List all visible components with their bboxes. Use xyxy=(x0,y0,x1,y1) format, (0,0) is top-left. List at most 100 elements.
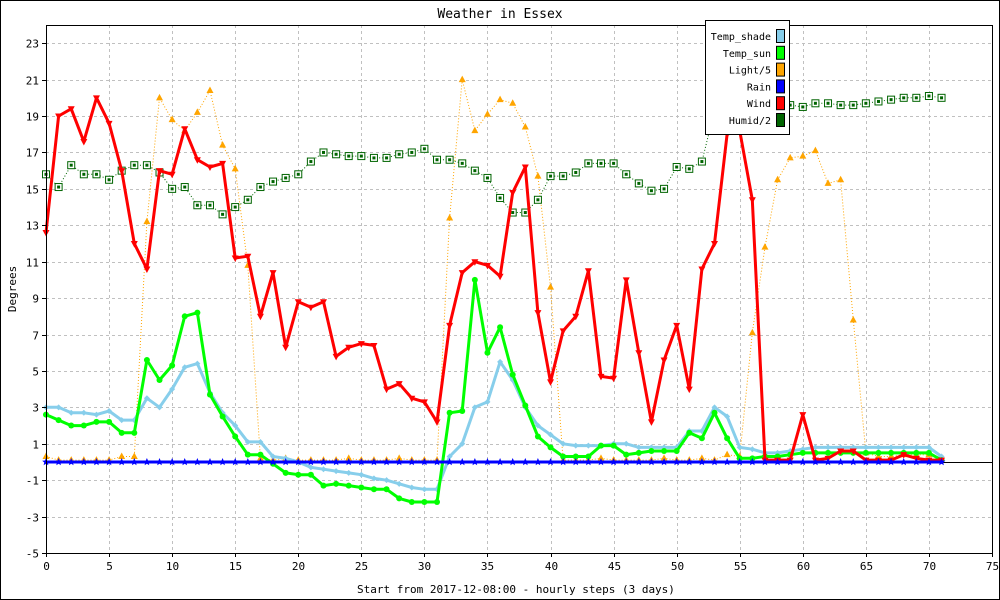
x-tick-label: 65 xyxy=(860,560,873,573)
series-humid-2-point xyxy=(193,201,202,210)
series-humid-2-point xyxy=(433,155,442,164)
series-humid-2-point xyxy=(445,155,454,164)
series-light-5-point xyxy=(824,179,832,186)
series-rain-point xyxy=(521,458,530,466)
series-light-5-point xyxy=(799,152,807,159)
y-tick-label: 15 xyxy=(26,184,39,197)
series-rain-point xyxy=(483,458,492,466)
series-temp-shade-point xyxy=(358,471,365,478)
series-wind-point xyxy=(610,375,618,383)
series-temp-sun-point xyxy=(370,486,377,493)
series-temp-sun-point xyxy=(257,451,264,458)
series-rain-point xyxy=(660,458,668,466)
series-humid-2-point xyxy=(420,144,429,153)
series-temp-sun-point xyxy=(888,449,895,456)
series-wind-point xyxy=(307,304,315,312)
x-tick-label: 70 xyxy=(923,560,936,573)
series-temp-sun-point xyxy=(93,418,100,425)
series-wind-point xyxy=(483,262,491,270)
series-rain-point xyxy=(105,458,113,466)
series-rain-point xyxy=(344,458,353,466)
series-rain-point xyxy=(824,458,832,466)
legend-item-wind: Wind xyxy=(747,96,785,111)
series-temp-shade-point xyxy=(812,444,819,451)
series-wind-point xyxy=(168,171,176,179)
series-temp-shade-point xyxy=(232,422,239,429)
series-wind-point xyxy=(92,95,100,102)
series-temp-sun-point xyxy=(459,407,466,414)
series-humid-2-point xyxy=(344,152,353,161)
series-rain-point xyxy=(862,458,870,466)
series-rain-point xyxy=(168,458,176,466)
series-rain-point xyxy=(408,458,416,466)
series-temp-sun-point xyxy=(55,417,62,424)
legend-item-light-5: Light/5 xyxy=(729,62,785,77)
series-temp-sun-point xyxy=(320,482,327,489)
series-temp-shade-point xyxy=(484,398,491,405)
series-wind-point xyxy=(231,255,239,263)
series-temp-sun-point xyxy=(711,409,718,416)
series-wind-point xyxy=(80,139,88,146)
series-wind-point xyxy=(294,299,302,306)
series-temp-shade-point xyxy=(307,464,314,471)
series-humid-2-point xyxy=(660,184,669,193)
legend: Temp_shade Temp_sun Light/5 Rain Wind Humid/2 xyxy=(705,20,790,135)
series-light-5-point xyxy=(143,217,151,225)
x-tick-label: 30 xyxy=(418,560,431,573)
series-temp-sun-point xyxy=(913,449,920,456)
series-light-5-point xyxy=(193,108,201,115)
series-rain-point xyxy=(256,458,265,466)
series-wind-point xyxy=(370,342,378,350)
series-temp-sun-point xyxy=(585,453,592,460)
legend-item-temp-sun: Temp_sun xyxy=(723,45,785,60)
series-rain-point xyxy=(433,458,441,466)
series-humid-2-point xyxy=(269,177,278,186)
legend-item-rain: Rain xyxy=(747,79,785,94)
series-rain-point xyxy=(799,458,807,466)
series-temp-shade-point xyxy=(925,444,932,451)
series-wind-point xyxy=(206,164,214,172)
series-temp-sun-point xyxy=(181,313,188,320)
series-wind-point xyxy=(395,381,403,388)
series-light-5-point xyxy=(723,450,731,458)
series-light-5-point xyxy=(496,95,504,103)
series-light-5-point xyxy=(748,328,756,336)
series-temp-sun-point xyxy=(534,433,541,440)
series-wind-point xyxy=(446,322,454,330)
series-humid-2-point xyxy=(609,159,618,168)
series-wind-point xyxy=(156,168,164,175)
series-light-5-point xyxy=(168,115,176,123)
series-humid-2-point xyxy=(798,102,807,111)
legend-label: Rain xyxy=(747,82,771,93)
series-wind xyxy=(42,95,946,465)
series-temp-sun-point xyxy=(560,453,567,460)
legend-swatch xyxy=(776,29,785,43)
series-temp-shade-point xyxy=(80,409,87,416)
series-temp-sun-point xyxy=(497,324,504,331)
series-humid-2-point xyxy=(647,186,656,195)
series-rain-point xyxy=(471,458,479,466)
series-humid-2 xyxy=(42,92,946,219)
series-light-5-point xyxy=(219,141,227,148)
series-light-5-point xyxy=(698,454,706,461)
series-temp-sun-point xyxy=(383,486,390,493)
series-temp-shade-point xyxy=(143,395,150,402)
series-wind-point xyxy=(673,322,681,330)
legend-swatch xyxy=(776,113,785,127)
series-temp-sun-point xyxy=(345,482,352,489)
series-temp-sun-point xyxy=(673,448,680,455)
series-temp-shade-point xyxy=(585,442,592,449)
series-wind-point xyxy=(635,350,643,357)
series-wind-point xyxy=(799,412,807,419)
series-humid-2-point xyxy=(496,193,505,202)
series-temp-sun-point xyxy=(648,448,655,455)
series-humid-2-point xyxy=(874,97,883,106)
series-rain-point xyxy=(874,458,883,466)
series-rain-point xyxy=(912,458,921,466)
series-humid-2-point xyxy=(180,183,189,192)
legend-swatch xyxy=(776,62,785,77)
series-wind-point xyxy=(256,313,264,321)
series-wind-point xyxy=(685,386,693,394)
series-temp-shade-point xyxy=(913,444,920,451)
series-humid-2-point xyxy=(672,163,681,172)
